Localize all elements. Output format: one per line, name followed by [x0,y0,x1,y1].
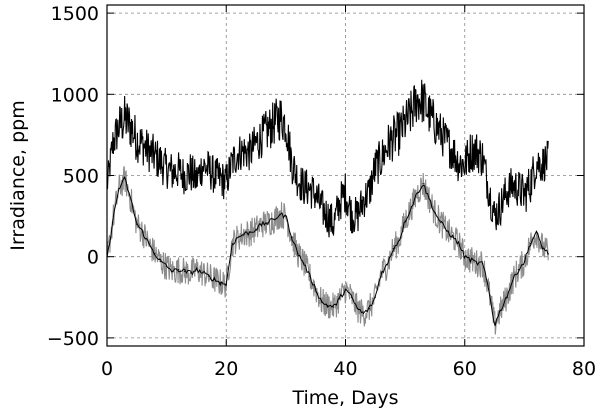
lower-series-point [547,252,549,255]
x-tick-label: 0 [101,358,113,380]
lower-series-point [243,233,245,235]
series-layer [107,79,549,335]
lower-series-point [273,218,275,220]
lower-series-mean-line [107,175,549,327]
lower-series-point [523,260,525,263]
lower-series-point [267,221,269,224]
lower-series-point [350,296,353,298]
lower-series-point [482,262,484,264]
lower-series-point [201,272,203,274]
y-axis-label: Irradiance, ppm [7,100,29,250]
lower-series-point [368,308,370,310]
lower-series-point [529,243,531,245]
lower-series-point [380,272,382,274]
lower-series-point [130,199,132,201]
lower-series-point [505,296,508,298]
x-tick-label: 80 [572,358,596,380]
lower-series-point [327,304,329,307]
lower-series-point [219,282,221,284]
lower-series-point [488,288,490,290]
lower-series-point [309,275,311,277]
y-tick-label: 0 [87,247,99,269]
lower-series-point [160,260,162,263]
lower-series-point [142,231,144,233]
lower-series-point [291,236,293,238]
lower-series-point [279,213,281,216]
lower-series-point [332,306,335,308]
x-axis-label: Time, Days [292,387,399,409]
lower-series-point [297,252,299,255]
grid-lines [107,5,584,346]
lower-series-point [154,252,156,255]
lower-series-point [386,264,388,266]
lower-series-point [303,262,305,264]
lower-series-point [511,280,514,282]
y-tick-label: −500 [47,328,99,350]
lower-series-point [416,192,418,194]
lower-series-point [434,212,436,214]
lower-series-point [410,207,412,209]
lower-series-point [124,178,126,180]
lower-series-point [356,308,359,310]
lower-series-point [499,309,502,311]
upper-series-trace [107,79,549,238]
lower-series-point [207,275,209,277]
lower-series-point [261,223,263,225]
lower-series-point [255,228,257,230]
lower-series-point [470,259,472,261]
lower-series-point [166,265,168,268]
y-tick-label: 1500 [51,3,99,25]
lower-series-point [171,270,174,272]
lower-series-point [541,246,543,248]
lower-series-point [237,236,239,238]
lower-series-point [213,278,215,281]
lower-series-point [112,218,114,220]
y-tick-label: 1000 [51,84,99,106]
lower-series-point [422,183,424,185]
lower-series-point [535,231,537,233]
lower-series-point [428,197,430,199]
lower-series-point [136,223,138,225]
lower-series-point [315,288,317,290]
lower-series-point [440,221,442,224]
lower-series-point [189,272,192,274]
lower-series-point [177,269,180,271]
lower-series-point [404,220,406,222]
lower-series-point [374,296,376,298]
lower-series-point [398,239,400,242]
x-tick-label: 20 [214,358,238,380]
lower-series-point [285,215,287,217]
lower-series-point [452,236,454,238]
series-lower-band [107,165,549,335]
series-upper-noisy [107,79,549,238]
lower-series-point [458,243,460,245]
lower-series-point [338,298,341,300]
lower-series-point [183,270,186,272]
lower-series-point [493,324,496,326]
lower-series-point [225,283,227,285]
lower-series-noise-band [107,165,549,335]
lower-series-point [344,288,347,290]
lower-series-point [148,243,150,245]
lower-series-point [231,243,233,245]
lower-series-point [362,312,364,315]
lower-series-point [446,230,448,232]
lower-series-point [476,262,478,264]
lower-series-point [464,256,466,258]
x-tick-label: 60 [453,358,477,380]
lower-series-point [321,301,323,303]
lower-series-point [249,231,251,233]
lower-series-point [195,269,198,271]
y-tick-label: 500 [63,166,99,188]
lower-series-point [118,187,120,190]
lower-series-point [392,247,394,250]
x-tick-label: 40 [333,358,357,380]
lower-series-point [517,269,520,271]
